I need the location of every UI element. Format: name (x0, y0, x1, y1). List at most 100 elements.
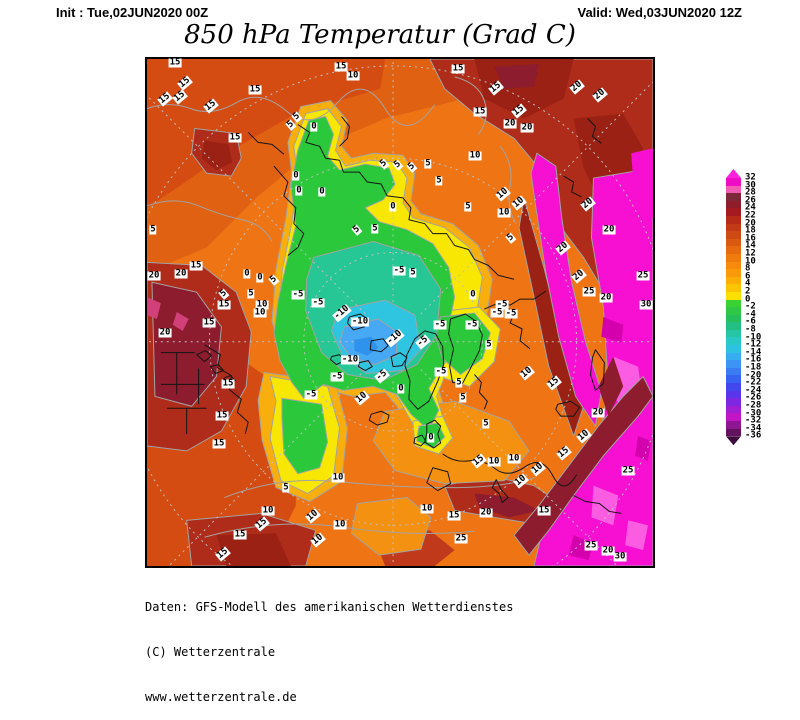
attribution: Daten: GFS-Modell des amerikanischen Wet… (145, 570, 513, 720)
contour-label: 5 (378, 158, 390, 170)
colorbar-segment (726, 314, 741, 323)
contour-label: 15 (473, 106, 487, 117)
contour-label: 0 (295, 185, 303, 196)
colorbar-segment (726, 390, 741, 399)
colorbar-tick: 4 (745, 278, 751, 289)
contour-label: 10 (497, 207, 511, 218)
contour-label: 15 (177, 75, 193, 91)
colorbar-tick: 0 (745, 294, 751, 305)
contour-label: 5 (464, 201, 472, 212)
contour-label: -5 (465, 319, 479, 330)
contour-label: 20 (569, 79, 585, 95)
contour-label: 10 (305, 508, 321, 524)
contour-label: 5 (218, 288, 230, 300)
contour-label: 15 (157, 91, 173, 107)
colorbar-tick: -22 (745, 377, 762, 388)
contour-label: 0 (427, 432, 435, 443)
contour-label: -10 (332, 303, 352, 323)
colorbar-segment (726, 360, 741, 368)
contour-label: 15 (447, 510, 461, 521)
contour-label: 20 (571, 268, 587, 284)
contour-label: 5 (149, 224, 157, 235)
colorbar-tick: -8 (745, 324, 756, 335)
contour-label: 10 (511, 195, 527, 211)
contour-label: 10 (420, 503, 434, 514)
contour-label: 15 (546, 375, 562, 391)
colorbar-tick: 18 (745, 225, 756, 236)
contour-label: 20 (555, 240, 571, 256)
contour-label: 5 (424, 158, 432, 169)
colorbar-segment (726, 413, 741, 421)
colorbar-tick: -24 (745, 385, 762, 396)
contour-label: 5 (282, 482, 290, 493)
colorbar-tick: 20 (745, 218, 756, 229)
colorbar-tick: -28 (745, 400, 762, 411)
contour-label: 30 (613, 551, 627, 562)
colorbar-tick: 12 (745, 248, 756, 259)
contour-label: 15 (228, 132, 242, 143)
colorbar-tick: -4 (745, 309, 756, 320)
contour-label: 20 (602, 224, 616, 235)
contour-label: 20 (174, 268, 188, 279)
colorbar-tick: 32 (745, 172, 756, 183)
contour-label: 30 (639, 299, 653, 310)
contour-label: -10 (385, 328, 405, 348)
contour-label: 5 (406, 161, 418, 173)
colorbar-segment (726, 421, 741, 429)
contour-label: 15 (556, 445, 572, 461)
graticule (147, 59, 653, 566)
contour-label: 5 (247, 288, 255, 299)
colorbar-segment (726, 375, 741, 384)
contour-label: 20 (147, 270, 161, 281)
colorbar-tick: 10 (745, 256, 756, 267)
contour-label: 5 (392, 159, 404, 171)
contour-label: -5 (330, 371, 344, 382)
colorbar-segment (726, 231, 741, 239)
contour-label: 15 (189, 260, 203, 271)
colorbar-tick: -10 (745, 332, 762, 343)
contour-label: 0 (389, 201, 397, 212)
colorbar-tick: -36 (745, 430, 762, 441)
contour-label: 10 (346, 70, 360, 81)
contour-label: -5 (374, 368, 390, 384)
colorbar-tick: 24 (745, 202, 756, 213)
contour-label: 15 (254, 516, 270, 532)
contour-label: 0 (243, 268, 251, 279)
contour-label: 5 (351, 224, 363, 236)
contour-label: -10 (350, 316, 370, 327)
colorbar-segment (726, 299, 741, 308)
contour-label: 5 (505, 232, 517, 244)
contour-label: 25 (582, 286, 596, 297)
colorbar-segment (726, 436, 741, 446)
contour-label: 25 (584, 540, 598, 551)
colorbar-segment (726, 307, 741, 315)
colorbar-segment (726, 185, 741, 194)
colorbar-tick: -32 (745, 415, 762, 426)
contour-label: 25 (636, 270, 650, 281)
contour-label: -5 (490, 307, 504, 318)
contour-label: 25 (454, 533, 468, 544)
temperature-colorbar (726, 169, 741, 446)
colorbar-tick: -16 (745, 354, 762, 365)
colorbar-segment (726, 253, 741, 262)
colorbar-segment (726, 193, 741, 201)
contour-label: -5 (433, 319, 447, 330)
contour-label: -10 (340, 354, 360, 365)
contour-label: 5 (455, 377, 463, 388)
colorbar-segment (726, 284, 741, 292)
colorbar-segment (726, 261, 741, 270)
contour-label: 10 (495, 186, 511, 202)
colorbar-segment (726, 398, 741, 406)
colorbar-segment (726, 208, 741, 216)
colorbar-segment (726, 223, 741, 232)
contour-label: 10 (530, 461, 546, 477)
contour-label: 20 (520, 122, 534, 133)
contour-label: 10 (333, 519, 347, 530)
contour-label: 10 (261, 505, 275, 516)
colorbar-tick: 28 (745, 187, 756, 198)
contour-label: 20 (599, 292, 613, 303)
contour-label: 5 (435, 175, 443, 186)
attribution-line-2: (C) Wetterzentrale (145, 645, 276, 659)
contour-label: 15 (537, 505, 551, 516)
contour-label: -5 (392, 265, 406, 276)
